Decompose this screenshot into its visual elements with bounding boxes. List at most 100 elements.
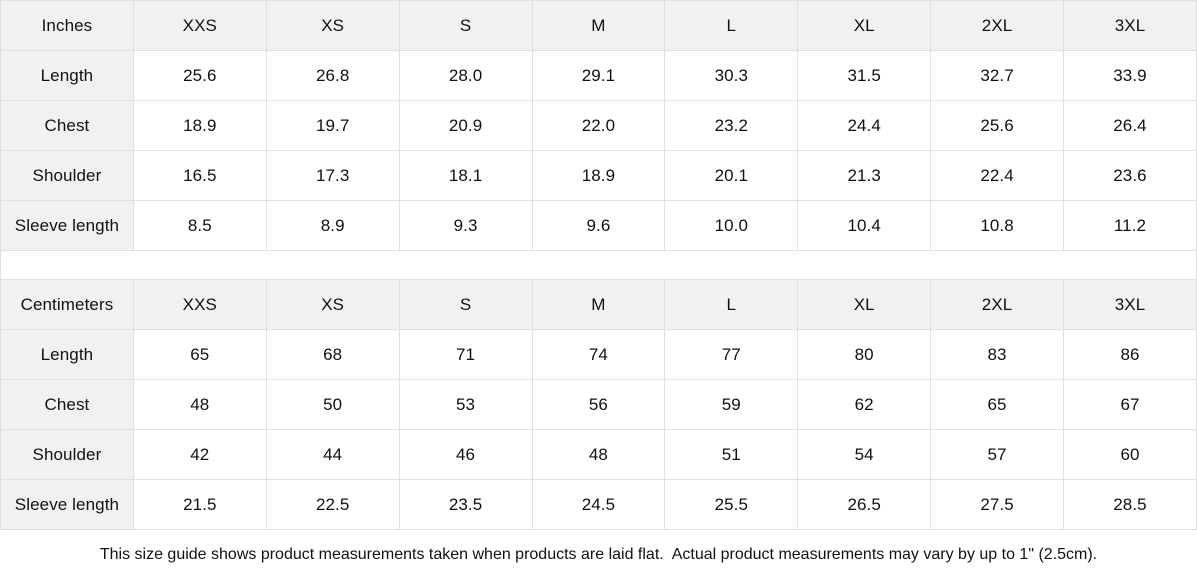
measurement-value-cell: 23.5 [398,479,533,530]
measurement-value-cell: 22.0 [531,100,666,151]
size-column-header: XS [265,0,400,51]
measurement-value-cell: 25.6 [930,100,1064,151]
measurement-value-cell: 68 [265,329,400,380]
measurement-row-label: Length [0,329,134,380]
measurement-value-cell: 67 [1063,379,1197,430]
size-column-header: 2XL [930,279,1064,330]
measurement-row-label: Shoulder [0,429,134,480]
measurement-value-cell: 53 [398,379,533,430]
size-column-header: XXS [132,0,267,51]
measurement-row-label: Chest [0,100,134,151]
measurement-value-cell: 71 [398,329,533,380]
measurement-value-cell: 9.3 [398,200,533,251]
measurement-row: Sleeve length 21.5 22.5 23.5 24.5 25.5 26.5 27.… [0,479,1197,530]
measurement-row: Shoulder 42 44 46 48 51 54 57 60 [0,429,1197,480]
measurement-value-cell: 9.6 [531,200,666,251]
measurement-value-cell: 77 [664,329,799,380]
size-table-header-row: Inches XXS XS S M L XL 2XL 3XL [0,0,1197,51]
measurement-value-cell: 29.1 [531,50,666,101]
measurement-value-cell: 56 [531,379,666,430]
measurement-value-cell: 30.3 [664,50,799,101]
measurement-value-cell: 62 [797,379,932,430]
measurement-value-cell: 31.5 [797,50,932,101]
measurement-value-cell: 10.0 [664,200,799,251]
measurement-value-cell: 83 [930,329,1064,380]
size-column-header: 2XL [930,0,1064,51]
measurement-value-cell: 32.7 [930,50,1064,101]
measurement-value-cell: 8.9 [265,200,400,251]
measurement-value-cell: 21.3 [797,150,932,201]
measurement-value-cell: 28.0 [398,50,533,101]
measurement-row: Chest 18.9 19.7 20.9 22.0 23.2 24.4 25.6 26.4 [0,100,1197,151]
measurement-value-cell: 59 [664,379,799,430]
size-column-header: 3XL [1063,0,1197,51]
measurement-value-cell: 25.6 [132,50,267,101]
measurement-value-cell: 26.5 [797,479,932,530]
size-column-header: M [531,0,666,51]
measurement-value-cell: 24.4 [797,100,932,151]
measurement-value-cell: 80 [797,329,932,380]
measurement-value-cell: 33.9 [1063,50,1197,101]
size-column-header: S [398,279,533,330]
size-column-header: XXS [132,279,267,330]
unit-header-cell: Centimeters [0,279,134,330]
measurement-value-cell: 25.5 [664,479,799,530]
measurement-value-cell: 10.8 [930,200,1064,251]
measurement-value-cell: 23.2 [664,100,799,151]
measurement-value-cell: 57 [930,429,1064,480]
measurement-row-label: Sleeve length [0,200,134,251]
measurement-value-cell: 24.5 [531,479,666,530]
measurement-value-cell: 8.5 [132,200,267,251]
measurement-value-cell: 44 [265,429,400,480]
measurement-row: Chest 48 50 53 56 59 62 65 67 [0,379,1197,430]
measurement-value-cell: 50 [265,379,400,430]
measurement-value-cell: 18.1 [398,150,533,201]
measurement-value-cell: 11.2 [1063,200,1197,251]
measurement-value-cell: 21.5 [132,479,267,530]
measurement-row-label: Shoulder [0,150,134,201]
size-column-header: XS [265,279,400,330]
size-table-inches: Inches XXS XS S M L XL 2XL 3XL Length 25.6 26.8 28.… [0,0,1197,251]
size-column-header: XL [797,0,932,51]
measurement-value-cell: 10.4 [797,200,932,251]
size-column-header: XL [797,279,932,330]
measurement-value-cell: 42 [132,429,267,480]
measurement-value-cell: 48 [531,429,666,480]
measurement-value-cell: 26.8 [265,50,400,101]
measurement-value-cell: 51 [664,429,799,480]
measurement-value-cell: 27.5 [930,479,1064,530]
measurement-value-cell: 18.9 [132,100,267,151]
measurement-value-cell: 19.7 [265,100,400,151]
size-column-header: 3XL [1063,279,1197,330]
measurement-value-cell: 60 [1063,429,1197,480]
measurement-row-label: Length [0,50,134,101]
size-column-header: S [398,0,533,51]
measurement-row-label: Chest [0,379,134,430]
measurement-value-cell: 28.5 [1063,479,1197,530]
measurement-value-cell: 20.1 [664,150,799,201]
measurement-value-cell: 54 [797,429,932,480]
measurement-value-cell: 65 [930,379,1064,430]
table-gap-spacer [0,251,1197,279]
size-table-centimeters: Centimeters XXS XS S M L XL 2XL 3XL Length 65 68 71… [0,279,1197,530]
measurement-row: Length 65 68 71 74 77 80 83 86 [0,329,1197,380]
unit-header-cell: Inches [0,0,134,51]
size-column-header: M [531,279,666,330]
size-table-header-row: Centimeters XXS XS S M L XL 2XL 3XL [0,279,1197,330]
size-column-header: L [664,279,799,330]
measurement-value-cell: 23.6 [1063,150,1197,201]
measurement-value-cell: 74 [531,329,666,380]
measurement-row: Sleeve length 8.5 8.9 9.3 9.6 10.0 10.4 10.8 11.… [0,200,1197,251]
measurement-value-cell: 65 [132,329,267,380]
measurement-value-cell: 86 [1063,329,1197,380]
measurement-value-cell: 16.5 [132,150,267,201]
measurement-disclaimer: This size guide shows product measuremen… [0,530,1197,579]
measurement-row: Shoulder 16.5 17.3 18.1 18.9 20.1 21.3 22.4 23.6 [0,150,1197,201]
measurement-row: Length 25.6 26.8 28.0 29.1 30.3 31.5 32.7 33.9 [0,50,1197,101]
measurement-value-cell: 46 [398,429,533,480]
measurement-value-cell: 18.9 [531,150,666,201]
measurement-value-cell: 22.5 [265,479,400,530]
measurement-value-cell: 17.3 [265,150,400,201]
measurement-value-cell: 26.4 [1063,100,1197,151]
